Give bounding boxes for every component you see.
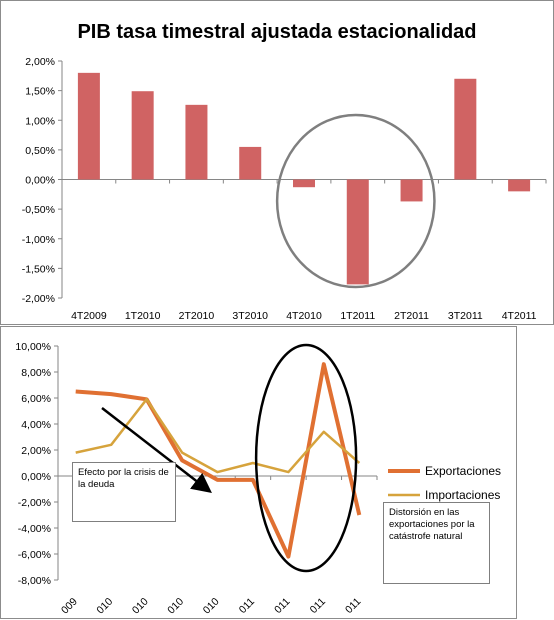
y-tick-label: 4,00%	[21, 419, 51, 431]
y-tick-label: 0,50%	[25, 145, 55, 157]
debt-crisis-annotation: Efecto por la crisis de la deuda	[72, 462, 176, 522]
series-line-exports	[75, 362, 362, 559]
chart-title: PIB tasa timestral ajustada estacionalid…	[77, 21, 476, 43]
legend-label: Importaciones	[425, 488, 500, 502]
x-tick-label: 2T2011	[394, 310, 429, 322]
bar	[400, 179, 423, 202]
y-tick-label: -4,00%	[18, 523, 51, 535]
natural-disaster-annotation: Distorsión en las exportaciones por la c…	[383, 502, 490, 584]
y-tick-label: -2,00%	[22, 293, 55, 305]
x-tick-label: 4T2010	[286, 310, 322, 322]
x-tick-label: 3T2010	[232, 310, 268, 322]
x-tick-label: 1T2010	[125, 310, 161, 322]
bar	[508, 179, 531, 192]
y-tick-label: 8,00%	[21, 367, 51, 379]
x-tick-label: 1T2011	[340, 310, 375, 322]
bar	[131, 91, 154, 180]
bar	[185, 104, 208, 180]
y-tick-label: -8,00%	[18, 575, 51, 587]
y-tick-label: 0,00%	[25, 175, 55, 187]
y-tick-label: -1,00%	[22, 234, 55, 246]
highlight-ellipse	[254, 343, 358, 573]
y-tick-label: 1,50%	[25, 86, 55, 98]
bar	[77, 72, 100, 180]
gdp-chart-panel: PIB tasa timestral ajustada estacionalid…	[0, 0, 554, 325]
y-tick-label: 2,00%	[21, 445, 51, 457]
y-tick-label: -0,50%	[22, 204, 55, 216]
x-tick-label: 4T2009	[71, 310, 107, 322]
trade-chart-panel: 10,00% 8,00% 6,00% 4,00% 2,00% 0,00% -2,00% -4,…	[0, 326, 554, 620]
gdp-bar-chart: PIB tasa timestral ajustada estacionalid…	[0, 0, 554, 325]
y-tick-label: 2,00%	[25, 56, 55, 68]
legend-label: Exportaciones	[425, 464, 501, 478]
y-tick-label: 0,00%	[21, 471, 51, 483]
x-tick-label: 2T2010	[179, 310, 215, 322]
y-tick-label: -6,00%	[18, 549, 51, 561]
y-tick-label: -2,00%	[18, 497, 51, 509]
y-tick-label: -1,50%	[22, 263, 55, 275]
x-tick-label: 3T2011	[448, 310, 483, 322]
series-line-imports	[75, 398, 361, 474]
y-tick-label: 1,00%	[25, 115, 55, 127]
highlight-ellipse	[275, 113, 436, 289]
debt-crisis-arrow	[101, 407, 212, 494]
bar	[293, 179, 315, 188]
bar	[346, 179, 369, 285]
y-tick-label: 10,00%	[15, 341, 51, 353]
bar	[239, 146, 262, 180]
bar	[454, 78, 477, 180]
y-tick-label: 6,00%	[21, 393, 51, 405]
x-tick-label: 4T2011	[502, 310, 537, 322]
